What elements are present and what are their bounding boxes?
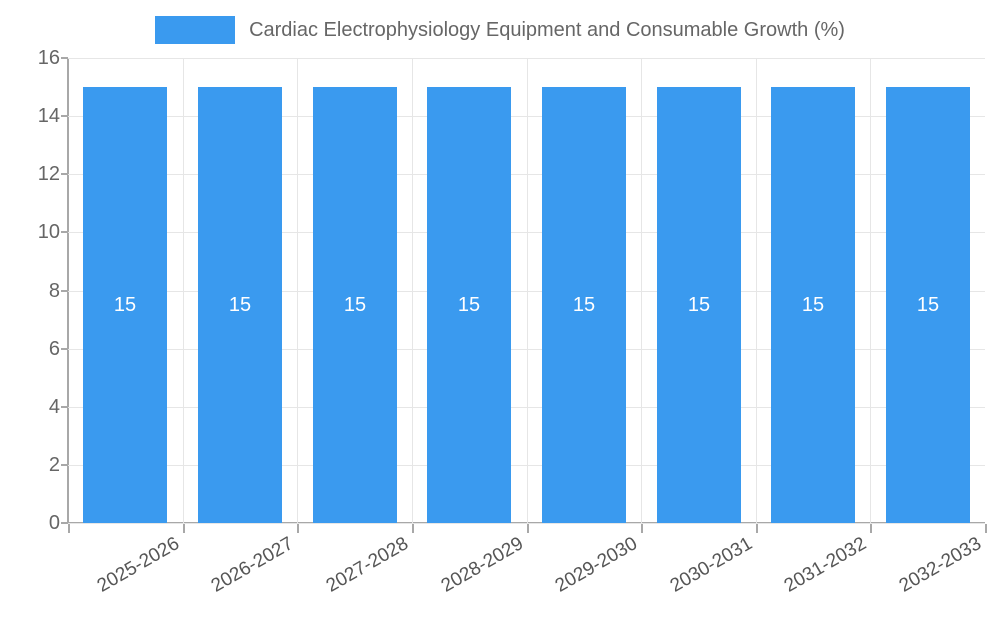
gridline-horizontal xyxy=(68,116,985,118)
y-axis-tick-mark xyxy=(61,173,68,176)
x-axis-tick-mark xyxy=(68,524,70,533)
x-axis-tick-mark xyxy=(985,524,987,533)
bar[interactable]: 15 xyxy=(542,87,626,523)
bar-value-label: 15 xyxy=(113,294,137,317)
x-axis-tick-mark xyxy=(183,524,185,533)
y-axis-tick-label: 0 xyxy=(48,512,60,534)
x-axis-tick-mark xyxy=(756,524,758,533)
gridline-horizontal xyxy=(68,58,985,59)
y-axis-tick-mark xyxy=(61,231,68,234)
bar-value-label: 15 xyxy=(343,294,367,317)
x-axis-tick-mark xyxy=(297,524,299,533)
y-axis-tick-mark xyxy=(61,522,68,524)
gridline-horizontal xyxy=(68,523,985,524)
bar-value-label: 15 xyxy=(228,294,252,317)
y-axis-tick-mark xyxy=(61,463,68,466)
chart-legend: Cardiac Electrophysiology Equipment and … xyxy=(0,12,1000,48)
gridline-horizontal xyxy=(68,232,985,234)
y-axis-tick-label: 8 xyxy=(48,279,60,302)
x-axis-tick-mark xyxy=(527,524,529,533)
x-axis-tick-mark xyxy=(870,524,872,533)
gridline-vertical xyxy=(870,58,871,523)
bar[interactable]: 15 xyxy=(313,87,397,523)
y-axis-tick-mark xyxy=(61,405,68,408)
gridline-vertical xyxy=(412,58,413,523)
bar-value-label: 15 xyxy=(457,294,481,317)
bar[interactable]: 15 xyxy=(198,87,282,523)
y-axis-tick-label: 14 xyxy=(37,105,60,128)
y-axis-tick-label: 12 xyxy=(37,163,60,186)
gridline-horizontal xyxy=(68,348,985,350)
gridline-horizontal xyxy=(68,290,985,292)
legend-color-swatch xyxy=(155,16,236,44)
gridline-vertical xyxy=(756,58,757,523)
plot-area: 15 15 15 15 15 15 15 15 xyxy=(68,58,985,524)
gridline-vertical xyxy=(183,58,184,523)
x-axis-tick-mark xyxy=(412,524,414,533)
bar[interactable]: 15 xyxy=(427,87,511,523)
x-axis-tick-mark xyxy=(641,524,643,533)
y-axis-tick-label: 2 xyxy=(48,453,60,476)
bar[interactable]: 15 xyxy=(771,87,855,523)
bar[interactable]: 15 xyxy=(657,87,741,523)
y-axis-tick-label: 10 xyxy=(37,221,60,244)
gridline-vertical xyxy=(641,58,642,523)
y-axis-tick-label: 16 xyxy=(37,47,60,69)
y-axis-tick-mark xyxy=(61,115,68,118)
bar[interactable]: 15 xyxy=(83,87,167,523)
bar-value-label: 15 xyxy=(916,294,940,317)
gridline-horizontal xyxy=(68,174,985,176)
y-axis-tick-label: 4 xyxy=(48,395,60,418)
y-axis-tick-label: 6 xyxy=(48,337,60,360)
bar-value-label: 15 xyxy=(687,294,711,317)
bar[interactable]: 15 xyxy=(886,87,970,523)
y-axis-tick-mark xyxy=(61,57,68,59)
gridline-vertical xyxy=(297,58,298,523)
legend-label: Cardiac Electrophysiology Equipment and … xyxy=(249,19,845,41)
bar-chart: Cardiac Electrophysiology Equipment and … xyxy=(0,0,1000,600)
gridline-vertical xyxy=(527,58,528,523)
y-axis: 16 14 12 10 8 6 4 2 0 xyxy=(0,0,68,600)
bar-value-label: 15 xyxy=(801,294,825,317)
bar-value-label: 15 xyxy=(572,294,596,317)
y-axis-tick-mark xyxy=(61,289,68,292)
y-axis-tick-mark xyxy=(61,347,68,350)
gridline-horizontal xyxy=(68,406,985,408)
gridline-horizontal xyxy=(68,464,985,466)
